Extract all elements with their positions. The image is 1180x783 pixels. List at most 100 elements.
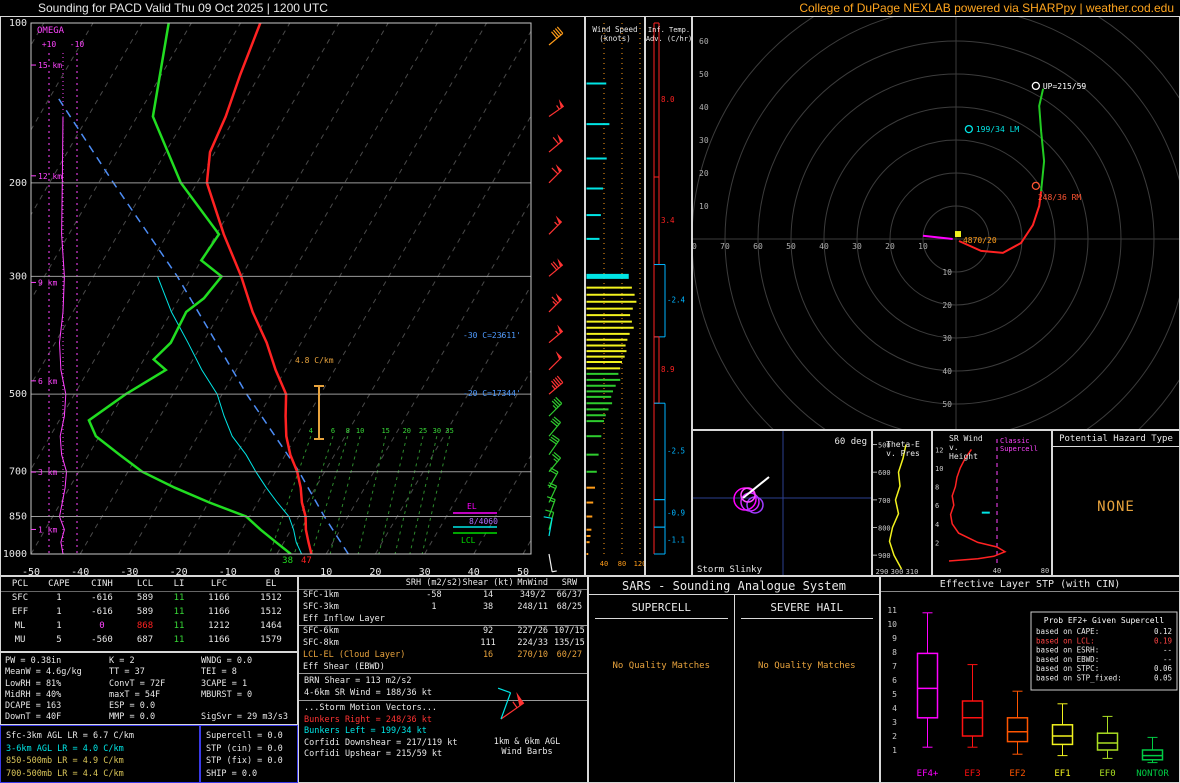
wind-barb [548, 553, 557, 573]
temp-tick-label: 40 [468, 567, 480, 575]
parcel-col-header: LI [165, 577, 193, 592]
stp-category-label: EF4+ [917, 769, 939, 779]
hodo-axis-label: 50 [699, 70, 709, 79]
parcel-cell: 11 [173, 635, 185, 645]
omega-minus-label: -10 [70, 40, 85, 49]
parcel-cell: 1 [56, 607, 62, 617]
index-value: ESP = 0.0 [109, 701, 156, 712]
shape [552, 453, 560, 461]
kinematics-panel: SRH (m2/s2) Shear (kt) MnWind SRW SFC-1km -58… [298, 576, 588, 783]
parcel-row: MU 5 -560 687 11 1166 1579 [1, 633, 297, 647]
ta-title: Inf. Temp. [648, 26, 690, 34]
isotherm-gridline [31, 23, 242, 386]
surface-temp-f: 47 [301, 556, 312, 566]
shape [548, 422, 562, 437]
thetae-ptick: 600 [878, 469, 891, 477]
wind-barb [547, 482, 558, 503]
stp-ytick: 5 [892, 690, 897, 699]
parcel-row: ML 1 0 868 11 1212 1464 [1, 619, 297, 633]
index-value: K = 2 [109, 656, 135, 666]
isotherm-gridline [79, 23, 389, 554]
sars-match-status: No Quality Matches [612, 661, 711, 671]
stp-category-label: EF1 [1054, 769, 1070, 779]
shape [556, 375, 564, 383]
parcel-col-header: LCL [125, 577, 165, 592]
hodo-axis-label: 10 [918, 242, 928, 251]
wind-barb [548, 375, 564, 395]
parcel-cell: 1166 [208, 593, 230, 604]
skewt-panel: 4 6 8 10 15 20 25 30 35 100 200 300 500 700 850 1000 -50… [0, 16, 585, 576]
index-value: MeanW = 4.6g/kg [5, 667, 82, 678]
parcel-cell: 1166 [208, 635, 230, 645]
kinematics-cell: MnWind [513, 577, 552, 590]
ta-title: Adv. (C/hr) [646, 35, 691, 43]
hodo-marker-label: 4870/20 [963, 236, 997, 245]
kinematics-cell: 68/25 [556, 602, 583, 612]
stp-ytick: 10 [887, 620, 897, 629]
shape [548, 32, 564, 46]
shape [545, 509, 554, 513]
temp-tick-label: 0 [274, 567, 280, 575]
hodo-marker-label: UP=215/59 [1043, 82, 1087, 91]
kinematics-cell [514, 613, 552, 625]
wind-barb [548, 434, 560, 456]
hazard-title: Potential Hazard Type [1053, 431, 1179, 447]
parcel-cell: 1 [56, 621, 62, 631]
legend-title: Prob EF2+ Given Supercell [1044, 616, 1165, 625]
shape [554, 28, 562, 36]
stp-category-label: EF2 [1009, 769, 1025, 779]
plot-frame [30, 22, 532, 555]
lapse-rate-value: Sfc-3km AGL LR = 6.7 C/km [6, 731, 134, 741]
isotherm-gridline [227, 30, 531, 554]
lapse-rate-value: 850-500mb LR = 4.9 C/km [6, 756, 124, 766]
shape [557, 133, 563, 143]
stp-category-label: NONTOR [1136, 769, 1169, 779]
advection-value: 8.9 [661, 365, 675, 374]
mixing-ratio-label: 10 [356, 427, 364, 435]
parcel-cell: 11 [173, 593, 185, 604]
kinematics-cell [552, 613, 587, 625]
shape [551, 31, 558, 39]
hodo-axis-label: 60 [699, 37, 709, 46]
shape [552, 405, 557, 410]
kinematics-cell: Eff Inflow Layer [303, 613, 385, 624]
hodo-axis-label: 30 [852, 242, 862, 251]
hodo-marker [964, 124, 974, 134]
slinky-title: Storm Slinky [697, 565, 763, 575]
parcel-col-header: CINH [79, 577, 125, 592]
parcel-cell: 1512 [260, 593, 282, 604]
legend-value: 0.06 [1154, 664, 1173, 673]
shape [552, 301, 557, 306]
temp-tick-label: 10 [320, 567, 332, 575]
stp-title: Effective Layer STP (with CIN) [881, 577, 1179, 592]
slinky-angle-label: 60 deg [834, 437, 867, 447]
parcel-cell: ML [14, 621, 26, 631]
shape [554, 377, 562, 385]
temp-tick-label: -10 [219, 567, 237, 575]
agl-wind-barbs: 1km & 6km AGL Wind Barbs [471, 675, 583, 757]
mixing-ratio-line [310, 436, 349, 554]
temp-tick-label: -50 [22, 567, 40, 575]
hodograph-ring [693, 17, 1179, 429]
shape [500, 702, 525, 720]
sounding-title: Sounding for PACD Valid Thu 09 Oct 2025 … [38, 1, 328, 15]
wind-barb [548, 164, 563, 184]
advection-value: -0.9 [667, 508, 685, 517]
pressure-tick-label: 500 [9, 389, 27, 400]
shape [555, 293, 562, 302]
parcel-header-row: PCL CAPE CINH LCL LI LFC EL [1, 577, 297, 592]
slinky-ring [740, 487, 756, 503]
height-label: 6 km [38, 377, 57, 386]
hodograph-ring [922, 205, 990, 273]
index-value [201, 701, 293, 712]
wind-barb [548, 258, 564, 277]
kinematics-cell: 92 [462, 624, 514, 637]
parcel-cell: 1464 [260, 621, 282, 631]
box [1006, 717, 1029, 743]
isotherm-gridline [128, 23, 438, 554]
shape [552, 29, 560, 38]
composite-index-value: Supercell = 0.0 [206, 731, 283, 741]
pressure-tick-label: 1000 [3, 549, 27, 560]
stp-category-label: EF3 [964, 769, 980, 779]
omega-trace [58, 116, 68, 554]
